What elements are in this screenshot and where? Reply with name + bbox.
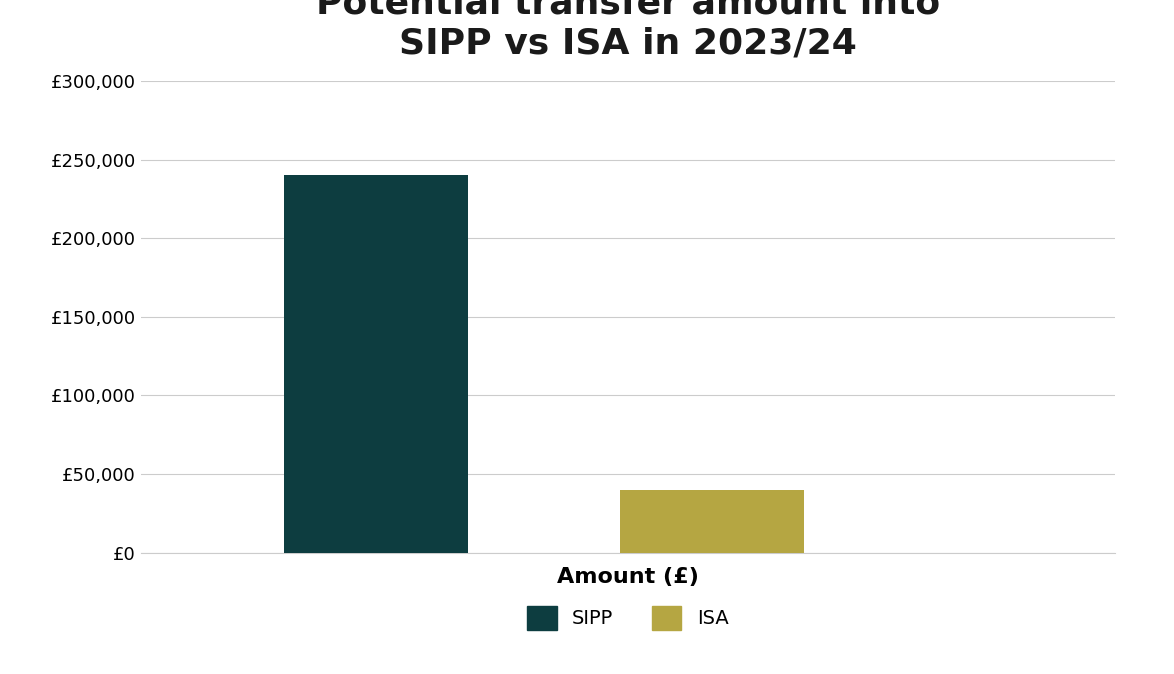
Bar: [620, 490, 804, 553]
X-axis label: Amount (£): Amount (£): [558, 567, 699, 586]
Legend: SIPP, ISA: SIPP, ISA: [520, 598, 736, 638]
Title: Potential transfer amount into
SIPP vs ISA in 2023/24: Potential transfer amount into SIPP vs I…: [316, 0, 940, 60]
Bar: [284, 175, 468, 553]
